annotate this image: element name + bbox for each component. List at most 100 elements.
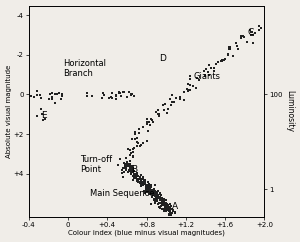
Point (116, 90, 121, 94)
Point (152, 187, 157, 191)
Point (130, 137, 135, 141)
Point (126, 147, 130, 151)
Point (154, 195, 158, 198)
Point (40, 118, 45, 122)
Point (129, 166, 134, 169)
Point (154, 198, 159, 202)
Point (150, 190, 155, 194)
Point (143, 182, 148, 186)
Point (248, 28, 253, 32)
Point (151, 120, 156, 123)
Point (128, 166, 133, 169)
Point (227, 47, 232, 51)
Point (150, 189, 155, 193)
Point (140, 175, 145, 179)
Point (162, 102, 167, 106)
Point (125, 95, 130, 99)
Point (167, 213, 171, 217)
Point (121, 175, 126, 179)
Point (160, 204, 165, 207)
Point (168, 209, 173, 213)
Point (135, 173, 140, 177)
Point (142, 181, 147, 185)
Point (188, 74, 193, 78)
Point (121, 166, 126, 170)
Point (124, 163, 129, 166)
Point (227, 45, 232, 49)
Point (146, 190, 151, 194)
Text: Turn-off
Point: Turn-off Point (80, 155, 112, 174)
Point (50, 91, 54, 95)
Point (184, 87, 189, 91)
Point (186, 88, 190, 92)
Point (168, 202, 172, 205)
Point (151, 193, 156, 197)
Point (151, 193, 155, 197)
Point (160, 200, 164, 204)
Point (128, 92, 133, 96)
Point (152, 192, 157, 196)
Point (169, 207, 174, 211)
Point (163, 202, 168, 206)
Point (152, 197, 156, 201)
Point (227, 45, 232, 49)
Point (107, 96, 112, 99)
Point (145, 183, 149, 187)
Point (160, 207, 165, 211)
Point (139, 180, 144, 184)
Point (142, 178, 147, 182)
Point (154, 196, 159, 200)
Point (151, 187, 156, 191)
Point (155, 194, 160, 198)
Point (149, 190, 154, 194)
Point (162, 198, 167, 202)
Point (138, 174, 143, 177)
Point (153, 193, 158, 197)
Point (146, 186, 151, 189)
Point (128, 162, 132, 166)
Point (146, 129, 150, 133)
Point (130, 170, 135, 174)
Point (167, 211, 172, 215)
Point (161, 199, 166, 203)
Point (113, 94, 118, 98)
Point (42, 117, 47, 121)
Point (52, 101, 57, 105)
Point (148, 188, 153, 192)
Point (177, 97, 182, 101)
Point (147, 182, 152, 186)
Point (149, 191, 154, 195)
Point (158, 195, 163, 198)
Point (130, 169, 135, 173)
Point (122, 170, 126, 174)
Point (158, 201, 162, 205)
Point (128, 172, 133, 176)
Point (136, 177, 141, 181)
Point (134, 175, 138, 179)
Point (142, 182, 146, 186)
Point (50, 97, 54, 101)
Point (146, 184, 150, 188)
Point (139, 185, 144, 189)
Point (137, 175, 142, 179)
Point (128, 164, 133, 168)
Point (141, 181, 146, 185)
Point (218, 60, 223, 63)
Point (136, 131, 141, 135)
Point (39, 107, 44, 111)
Point (144, 184, 149, 188)
Point (128, 164, 133, 167)
Point (120, 168, 125, 172)
Point (143, 183, 148, 187)
Point (118, 91, 123, 95)
Point (242, 35, 247, 39)
Point (197, 79, 202, 83)
Point (167, 209, 172, 212)
Point (238, 37, 243, 40)
Point (124, 166, 129, 170)
Point (147, 186, 152, 190)
Point (153, 183, 158, 187)
Point (134, 171, 139, 175)
Point (171, 100, 176, 104)
Point (129, 151, 134, 155)
